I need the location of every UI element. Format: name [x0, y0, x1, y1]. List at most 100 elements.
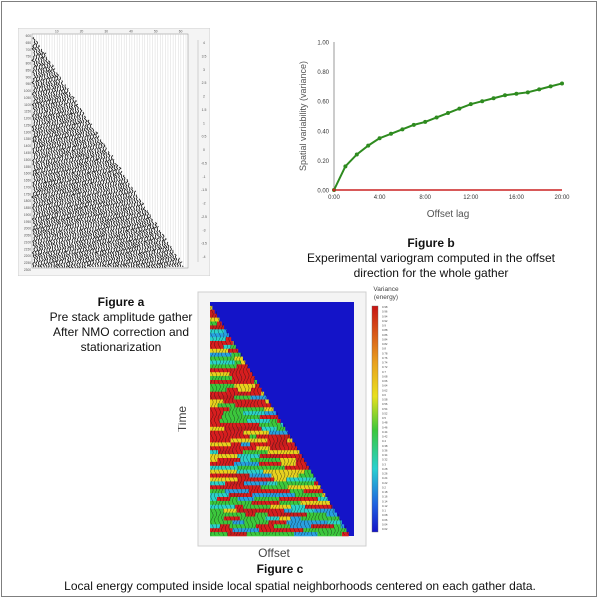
variogram-point	[366, 143, 371, 148]
variogram-point	[354, 152, 359, 157]
energy-cell	[210, 512, 229, 517]
energy-cell	[254, 380, 258, 385]
energy-cell	[272, 442, 287, 447]
colorbar-tick-label: 0.82	[382, 342, 388, 346]
offset-tick-label: 30	[105, 30, 109, 34]
trace-wiggle	[93, 131, 99, 267]
energy-cell	[210, 504, 236, 509]
colorbar-tick-label: 0.32	[382, 458, 388, 462]
variogram-point	[446, 111, 450, 116]
figure-b-panel: 0.00 0.20 0.40 0.60 0.80 1.00 0:00 4:00 8:00 12:0…	[292, 30, 575, 230]
energy-cell	[210, 348, 222, 353]
time-tick-label: 800	[26, 62, 32, 66]
energy-cell	[234, 461, 260, 467]
energy-cell	[261, 426, 277, 431]
time-tick-label: 1550	[24, 165, 31, 169]
trace-wiggle	[126, 182, 132, 268]
colorbar-tick-label: 0.62	[382, 388, 388, 392]
energy-trace-wiggle	[325, 495, 329, 536]
energy-cell	[254, 438, 268, 443]
energy-cell	[236, 430, 244, 435]
variogram-point	[377, 136, 382, 141]
energy-cell	[221, 376, 233, 381]
trace-wiggle	[157, 229, 164, 269]
time-tick-label: 600	[26, 34, 32, 38]
colorbar-tick-label: 0.9	[382, 324, 386, 328]
trace-wiggle	[150, 218, 155, 269]
energy-cell	[279, 516, 291, 521]
energy-trace-wiggle	[311, 471, 314, 537]
energy-cell	[250, 395, 267, 400]
energy-cell	[308, 485, 321, 490]
variogram-point	[491, 96, 496, 101]
energy-cell	[226, 387, 238, 392]
energy-cell	[313, 477, 316, 482]
energy-cell	[224, 489, 249, 494]
energy-cell	[304, 497, 318, 502]
energy-cell	[341, 532, 349, 537]
colorbar-tick-label: 2.5	[202, 81, 207, 85]
energy-cell	[243, 411, 265, 416]
energy-trace-wiggle	[332, 507, 336, 535]
energy-cell	[314, 481, 319, 486]
colorbar-tick-label: 4	[203, 41, 205, 45]
energy-cell	[286, 442, 295, 447]
colorbar-tick-label: -1.5	[201, 188, 207, 192]
energy-cell	[210, 485, 222, 490]
energy-cell	[251, 387, 262, 392]
time-tick-label: 2150	[24, 247, 31, 251]
energy-cell	[239, 415, 260, 420]
variogram-point	[457, 106, 462, 111]
offset-tick-label: 50	[154, 30, 158, 34]
trace-wiggle	[87, 123, 94, 268]
variogram-point	[525, 90, 530, 95]
energy-cell	[232, 520, 245, 525]
trace-wiggle	[155, 225, 161, 268]
energy-cell	[333, 516, 340, 521]
energy-cell	[221, 348, 229, 353]
energy-cell	[274, 493, 295, 498]
energy-cell	[210, 434, 236, 439]
trace-wiggle	[67, 92, 73, 269]
energy-cell	[234, 446, 250, 451]
energy-cell	[210, 325, 225, 330]
time-tick-label: 1200	[24, 117, 31, 121]
energy-cell	[210, 426, 225, 431]
energy-cell	[216, 489, 225, 494]
time-tick-label: 900	[26, 75, 32, 79]
energy-trace-wiggle	[242, 358, 246, 535]
energy-trace-wiggle	[253, 376, 257, 536]
energy-cell	[232, 376, 240, 381]
energy-cell	[256, 434, 278, 439]
energy-cell	[277, 419, 281, 424]
colorbar-title-line-1: Variance	[373, 286, 399, 293]
gather-traces	[31, 34, 187, 269]
energy-cell	[218, 450, 234, 455]
energy-trace-wiggle	[346, 531, 349, 535]
energy-cell	[210, 500, 236, 506]
colorbar-tick-label: 0.02	[382, 527, 388, 531]
energy-cell	[236, 508, 257, 513]
energy-cell	[232, 481, 245, 486]
colorbar-tick-label: 0.8	[382, 347, 386, 351]
colorbar-tick-label: 0.3	[382, 462, 386, 466]
colorbar-tick-label: 0.7	[382, 370, 386, 374]
energy-cell	[249, 473, 272, 478]
energy-cell	[210, 360, 235, 365]
energy-cell	[210, 341, 233, 346]
colorbar-tick-label: 0.14	[382, 499, 388, 503]
energy-cell	[261, 391, 265, 396]
trace-wiggle	[142, 206, 148, 268]
time-tick-label: 1950	[24, 220, 31, 224]
energy-trace-wiggle	[314, 477, 318, 536]
colorbar-tick-label: 0.12	[382, 504, 388, 508]
offset-tick-label: 60	[179, 30, 183, 34]
energy-cell	[248, 489, 258, 494]
colorbar-tick-label: -2.5	[201, 215, 207, 219]
colorbar-tick-label: -0.5	[201, 161, 207, 165]
figure-b-caption: Figure b Experimental variogram computed…	[296, 236, 566, 281]
energy-cell	[312, 489, 323, 494]
trace-wiggle	[95, 135, 102, 268]
trace-wiggle	[144, 210, 151, 268]
colorbar-tick-label: 0.58	[382, 398, 388, 402]
